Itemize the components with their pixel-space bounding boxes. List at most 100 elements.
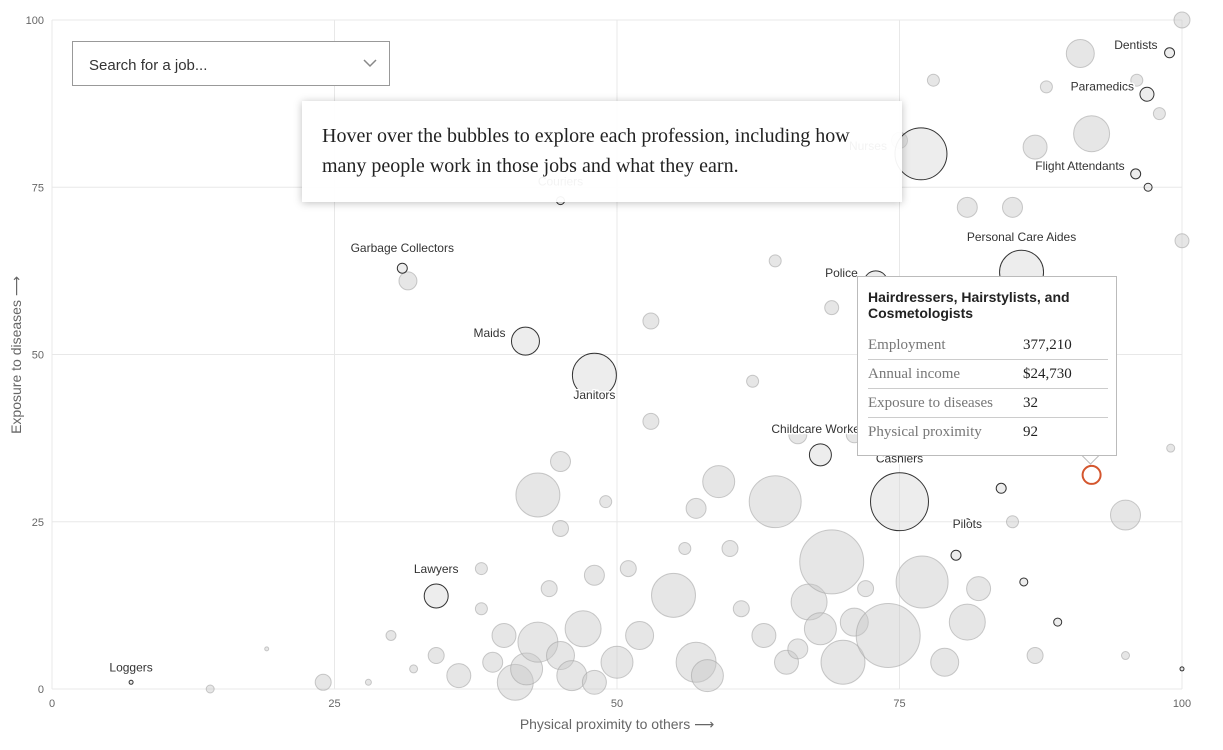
bubble: [995, 482, 1007, 494]
y-tick-label: 75: [32, 182, 44, 194]
bubble: [768, 254, 782, 268]
bubble: [1179, 666, 1185, 672]
bubble: [950, 549, 962, 561]
bubble: [581, 669, 607, 695]
bubble: [956, 196, 978, 218]
bubble: [398, 271, 418, 291]
bubble-label: Maids: [473, 326, 505, 340]
tooltip-row: Exposure to diseases 32: [868, 388, 1108, 418]
bubble: [491, 622, 517, 648]
bubble: [803, 612, 837, 646]
bubble: [556, 660, 588, 692]
x-tick-label: 25: [328, 698, 340, 710]
bubble: [839, 607, 869, 637]
bubble: [510, 652, 544, 686]
tooltip-key: Exposure to diseases: [868, 388, 1023, 418]
bubble: [685, 497, 707, 519]
bubble: [474, 562, 488, 576]
bubble: [474, 602, 488, 616]
tooltip: Hairdressers, Hairstylists, and Cosmetol…: [857, 276, 1117, 456]
bubble: [751, 622, 777, 648]
bubble: [820, 639, 866, 685]
intro-box: Hover over the bubbles to explore each p…: [302, 101, 902, 202]
bubble: [1121, 651, 1130, 661]
bubble: [930, 647, 960, 677]
bubble: [385, 629, 397, 641]
bubble: [799, 529, 865, 595]
bubble: [496, 663, 534, 701]
bubble: [396, 262, 408, 274]
x-tick-label: 75: [893, 698, 905, 710]
bubble-label: Dentists: [1114, 38, 1157, 52]
bubble: [550, 451, 571, 473]
bubble: [1026, 647, 1044, 665]
bubble: [1152, 107, 1166, 121]
bubble: [721, 540, 739, 558]
bubble: [678, 542, 692, 556]
bubble: [423, 583, 449, 609]
bubble: [599, 495, 613, 509]
bubble: [870, 472, 929, 532]
bubble: [264, 646, 270, 652]
bubble: [1005, 515, 1020, 529]
y-axis-label: Exposure to diseases ⟶: [8, 276, 24, 434]
bubble: [546, 641, 575, 671]
tooltip-key: Annual income: [868, 359, 1023, 389]
bubble: [651, 572, 696, 618]
tooltip-table: Employment 377,210 Annual income $24,730 E…: [868, 331, 1108, 446]
bubble: [1164, 47, 1176, 59]
bubble-label: Police: [825, 266, 858, 280]
bubble: [857, 580, 875, 598]
highlighted-bubble: [1081, 464, 1102, 485]
bubble: [427, 647, 445, 665]
bubble: [748, 475, 802, 529]
bubble: [625, 620, 655, 650]
bubble: [1166, 443, 1176, 453]
search-box[interactable]: Search for a job...: [72, 41, 390, 86]
bubble-label: Janitors: [573, 388, 615, 402]
bubble: [446, 663, 472, 689]
bubble: [205, 684, 215, 694]
bubble: [808, 443, 832, 467]
bubble-label: Garbage Collectors: [351, 241, 454, 255]
search-placeholder: Search for a job...: [89, 57, 208, 74]
bubble: [128, 679, 134, 685]
bubble: [966, 576, 992, 602]
bubble: [642, 412, 660, 430]
bubble: [690, 659, 724, 693]
bubble: [855, 602, 921, 668]
bubble: [564, 610, 602, 648]
bubble: [1073, 115, 1111, 153]
bubble: [732, 600, 750, 618]
tooltip-row: Annual income $24,730: [868, 359, 1108, 389]
bubble: [1130, 73, 1144, 87]
bubble-label: Lawyers: [414, 562, 459, 576]
y-tick-label: 100: [26, 15, 44, 27]
bubble-label: Flight Attendants: [1035, 159, 1124, 173]
tooltip-value: 377,210: [1023, 331, 1108, 360]
y-tick-label: 25: [32, 517, 44, 529]
bubble-label: Loggers: [109, 660, 152, 674]
bubble: [746, 374, 760, 388]
bubble: [894, 127, 948, 181]
tooltip-key: Employment: [868, 331, 1023, 360]
bubble: [1139, 86, 1155, 102]
bubble: [540, 580, 558, 598]
bubble: [1022, 134, 1048, 160]
bubble: [314, 673, 332, 691]
tooltip-value: 32: [1023, 388, 1108, 418]
x-tick-label: 100: [1173, 698, 1191, 710]
bubble: [619, 560, 637, 578]
bubble: [926, 73, 940, 87]
bubble: [1053, 617, 1063, 627]
tooltip-key: Physical proximity: [868, 424, 982, 440]
tooltip-row: Employment 377,210: [868, 331, 1108, 360]
bubble: [1143, 182, 1153, 192]
x-tick-label: 50: [611, 698, 623, 710]
y-tick-label: 50: [32, 350, 44, 362]
bubble: [1039, 80, 1053, 94]
bubble-label: Paramedics: [1071, 79, 1134, 93]
dropdown-chevron: [363, 59, 377, 68]
bubble-label: Childcare Workers: [771, 422, 869, 436]
bubble: [600, 645, 634, 679]
